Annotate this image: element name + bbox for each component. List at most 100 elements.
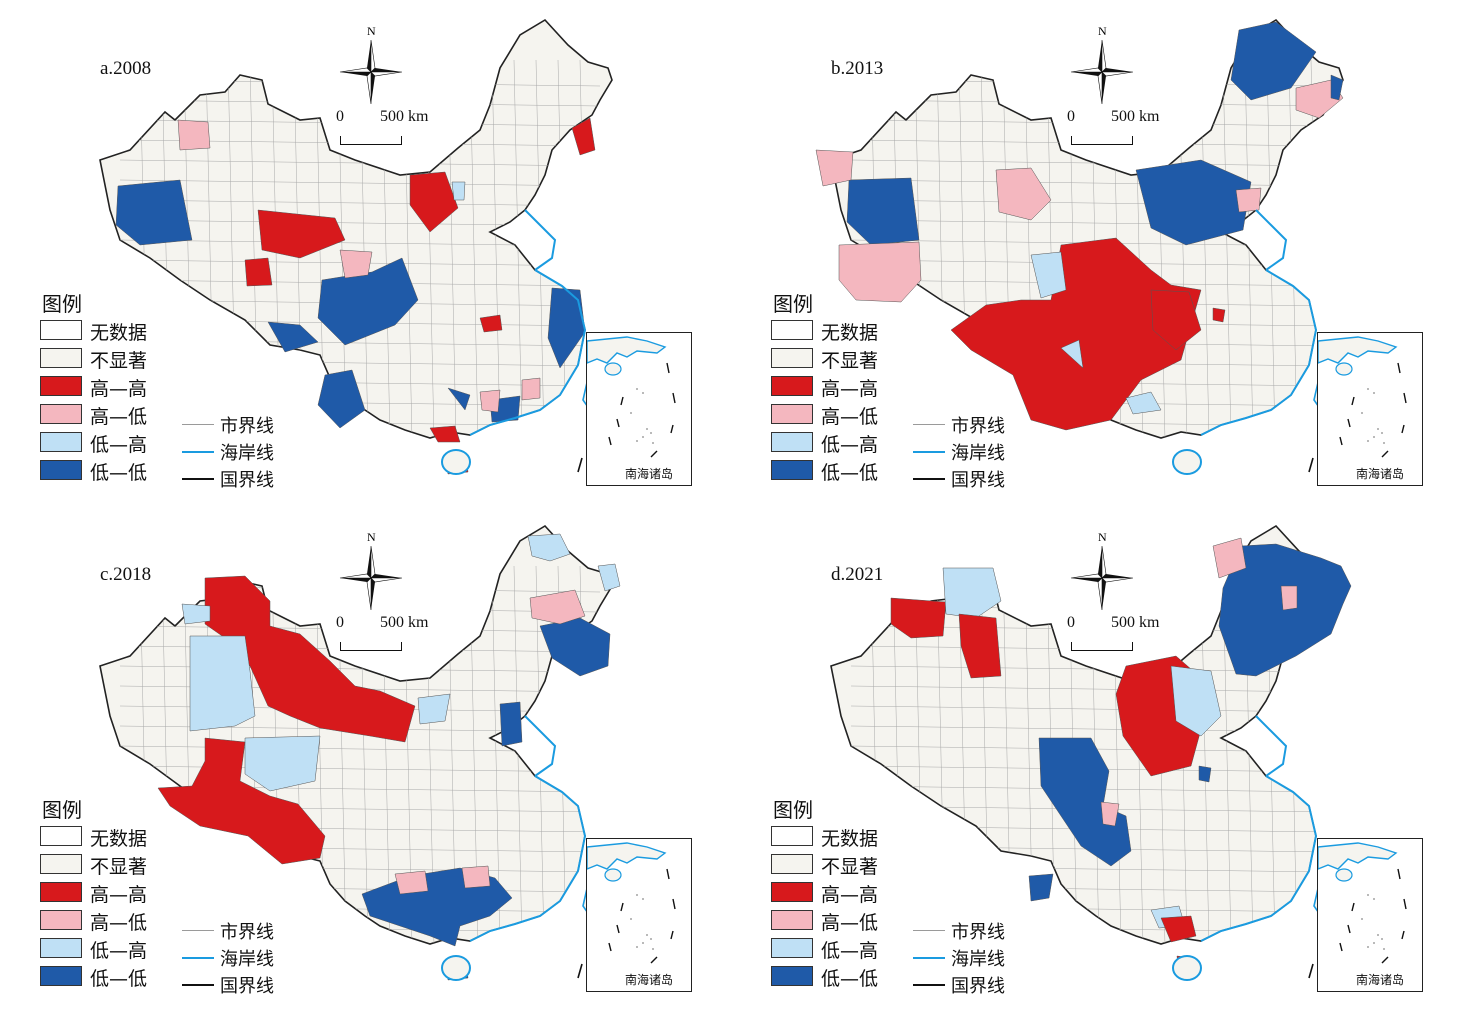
- legend-item-low-high: 低—高: [771, 936, 911, 962]
- cluster-region: [838, 241, 922, 303]
- scale-bar: 0 500 km: [1061, 108, 1181, 148]
- legend-item-not-significant: 不显著: [40, 346, 180, 372]
- legend-line-sample: [913, 930, 945, 931]
- cluster-region: [177, 119, 211, 151]
- legend-line-sample: [182, 957, 214, 959]
- legend-label: 高—高: [90, 378, 148, 400]
- north-label: N: [367, 530, 376, 544]
- cluster-regions: [815, 21, 1344, 431]
- cluster-region: [890, 597, 947, 639]
- legend-item-low-high: 低—高: [40, 430, 180, 456]
- south-china-sea-inset: 南海诸岛: [1317, 838, 1423, 992]
- legend-label: 低—低: [821, 462, 879, 484]
- china-map: [99, 18, 613, 475]
- inset-hainan: [1335, 362, 1353, 376]
- legend-swatch: [40, 826, 82, 846]
- cluster-region: [1218, 543, 1352, 677]
- legend-label: 不显著: [90, 350, 148, 372]
- panel-title: c.2018: [100, 564, 152, 585]
- cluster-region: [521, 377, 541, 401]
- nine-dash-line: [577, 963, 583, 979]
- legend-label: 高—低: [90, 912, 148, 934]
- north-label: N: [367, 24, 376, 38]
- inset-map: [587, 336, 676, 458]
- cluster-region: [1212, 307, 1226, 323]
- cluster-region: [317, 257, 419, 346]
- cluster-region: [451, 181, 466, 201]
- legend-item-low-high: 低—高: [771, 430, 911, 456]
- scale-zero-label: 0: [1067, 614, 1075, 631]
- hainan-island: [441, 449, 471, 475]
- north-arrow: N: [338, 24, 404, 105]
- legend-line-coastline: 海岸线: [182, 439, 302, 464]
- cluster-region: [942, 567, 1002, 619]
- hainan-island: [1172, 955, 1202, 981]
- legend-label: 低—低: [90, 968, 148, 990]
- cluster-region: [1330, 74, 1344, 101]
- map-panel-2: b.2013 N 0 500 km 图例 无数据: [731, 0, 1462, 506]
- legend-swatch: [40, 938, 82, 958]
- legend-line-label: 国界线: [951, 470, 1005, 491]
- coastline: [1255, 715, 1288, 777]
- legend-item-low-low: 低—低: [771, 964, 911, 990]
- cluster-region: [317, 369, 366, 429]
- inset-islands: [1361, 388, 1385, 444]
- legend-swatch: [771, 460, 813, 480]
- inset-coast: [1318, 842, 1398, 870]
- coastline: [469, 775, 587, 942]
- legend-swatch: [771, 404, 813, 424]
- legend-swatch: [771, 910, 813, 930]
- scale-zero-label: 0: [336, 108, 344, 125]
- legend-label: 高—高: [90, 884, 148, 906]
- china-map: [99, 524, 621, 981]
- north-arrow: N: [1069, 530, 1135, 611]
- cluster-region: [429, 425, 461, 443]
- cluster-region: [1280, 585, 1298, 611]
- cluster-region: [527, 533, 571, 562]
- map-panel-1: a.2008 N 0 500 km 图例 无数据: [0, 0, 731, 506]
- legend-swatch: [40, 882, 82, 902]
- legend-line-national-boundary: 国界线: [913, 972, 1033, 997]
- cluster-region: [529, 589, 586, 625]
- legend-line-sample: [182, 930, 214, 931]
- china-map: [815, 18, 1344, 475]
- legend-item-no-data: 无数据: [771, 824, 911, 850]
- cluster-region: [447, 387, 471, 411]
- legend-line-label: 国界线: [951, 976, 1005, 997]
- legend-line-sample: [913, 957, 945, 959]
- legend-item-high-low: 高—低: [771, 402, 911, 428]
- cluster-regions: [157, 533, 621, 981]
- cluster-region: [189, 635, 256, 732]
- cluster-region: [409, 171, 459, 233]
- scale-bar-line: [1071, 642, 1133, 651]
- cluster-region: [479, 314, 503, 333]
- cluster-region: [1150, 289, 1202, 351]
- legend-line-sample: [182, 451, 214, 453]
- legend-item-high-high: 高—高: [771, 374, 911, 400]
- panel-title: a.2008: [100, 58, 152, 79]
- inset-label: 南海诸岛: [625, 973, 674, 987]
- legend-swatch: [771, 966, 813, 986]
- legend-item-high-high: 高—高: [40, 880, 180, 906]
- cluster-region: [417, 693, 451, 725]
- cluster-region: [1028, 873, 1054, 902]
- legend-swatch: [771, 882, 813, 902]
- cluster-region: [571, 117, 596, 156]
- legend-title: 图例: [42, 798, 82, 822]
- legend-label: 低—高: [90, 434, 148, 456]
- coastline: [1200, 269, 1318, 436]
- legend-label: 不显著: [821, 350, 879, 372]
- legend-label: 高—低: [821, 912, 879, 934]
- scale-distance-label: 500 km: [1111, 108, 1160, 125]
- inset-label: 南海诸岛: [625, 467, 674, 481]
- legend-swatch: [771, 348, 813, 368]
- legend-item-high-low: 高—低: [771, 908, 911, 934]
- cluster-region: [479, 389, 501, 413]
- scale-bar: 0 500 km: [330, 614, 450, 654]
- legend-line-city-boundary: 市界线: [913, 918, 1033, 943]
- cluster-region: [1100, 801, 1120, 827]
- scale-bar-line: [1071, 136, 1133, 145]
- legend-label: 低—低: [90, 462, 148, 484]
- north-label: N: [1098, 24, 1107, 38]
- coastline: [1255, 209, 1288, 271]
